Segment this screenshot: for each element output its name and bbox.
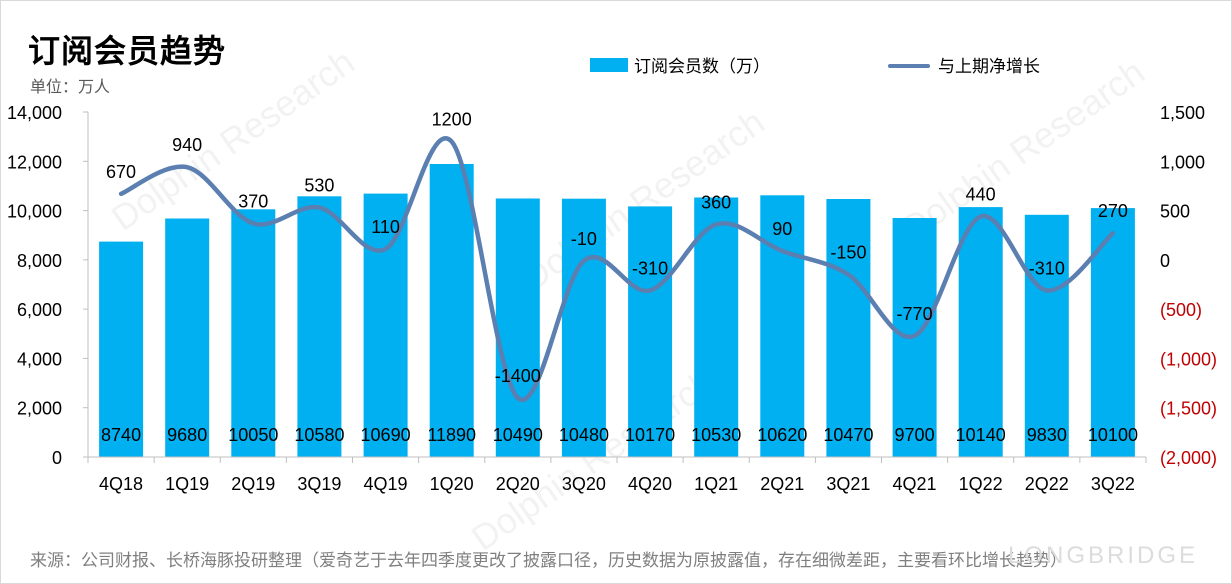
unit-label: 单位：万人 xyxy=(30,77,111,96)
watermark-logo: LONGBRIDGE xyxy=(1008,542,1199,569)
y-left-tick-label: 2,000 xyxy=(17,399,62,419)
net-value-label-2Q20: -1400 xyxy=(495,366,541,386)
bar-4Q20 xyxy=(628,206,673,457)
x-tick-label-2Q22: 2Q22 xyxy=(1025,474,1069,494)
net-value-label-1Q19: 940 xyxy=(172,135,202,155)
bar-1Q20 xyxy=(429,164,474,457)
y-left-tick-label: 8,000 xyxy=(17,251,62,271)
legend-label-subscribers: 订阅会员数（万） xyxy=(634,57,770,77)
x-tick-label-4Q18: 4Q18 xyxy=(99,474,143,494)
bar-value-label-1Q21: 10530 xyxy=(691,425,741,445)
net-value-label-4Q20: -310 xyxy=(632,258,668,278)
net-value-label-3Q22: 270 xyxy=(1098,201,1128,221)
x-tick-label-2Q19: 2Q19 xyxy=(231,474,275,494)
bar-1Q19 xyxy=(165,218,210,457)
bar-4Q19 xyxy=(363,193,408,457)
y-left-tick-label: 0 xyxy=(52,448,62,468)
bar-value-label-2Q22: 9830 xyxy=(1027,425,1067,445)
bar-3Q21 xyxy=(826,199,871,457)
bar-value-label-2Q21: 10620 xyxy=(757,425,807,445)
x-tick-label-1Q21: 1Q21 xyxy=(694,474,738,494)
bar-3Q22 xyxy=(1090,208,1135,457)
x-tick-label-1Q19: 1Q19 xyxy=(165,474,209,494)
bar-value-label-1Q22: 10140 xyxy=(956,425,1006,445)
bar-value-label-2Q20: 10490 xyxy=(493,425,543,445)
bar-2Q22 xyxy=(1024,214,1069,457)
y-left-tick-label: 10,000 xyxy=(7,202,62,222)
net-value-label-3Q21: -150 xyxy=(830,243,866,263)
chart-title: 订阅会员趋势 xyxy=(28,32,227,70)
x-tick-label-3Q21: 3Q21 xyxy=(826,474,870,494)
y-left-tick-label: 6,000 xyxy=(17,300,62,320)
net-value-label-1Q20: 1200 xyxy=(432,110,472,130)
bars-layer xyxy=(99,164,1135,458)
y-left-tick-label: 12,000 xyxy=(7,152,62,172)
net-growth-line xyxy=(118,136,1116,403)
bar-1Q22 xyxy=(958,207,1003,457)
bar-value-label-1Q20: 11890 xyxy=(427,425,476,445)
y-right-tick-label: (2,000) xyxy=(1160,448,1217,468)
net-value-label-2Q22: -310 xyxy=(1029,258,1065,278)
y-right-tick-label: 500 xyxy=(1160,202,1190,222)
bar-value-label-4Q18: 8740 xyxy=(101,425,141,445)
legend-line-swatch xyxy=(888,64,930,68)
x-tick-label-4Q21: 4Q21 xyxy=(893,474,937,494)
x-tick-label-1Q22: 1Q22 xyxy=(959,474,1003,494)
net-value-label-4Q21: -770 xyxy=(897,304,933,324)
bar-value-label-3Q21: 10470 xyxy=(823,425,873,445)
x-tick-label-3Q19: 3Q19 xyxy=(297,474,341,494)
y-right-tick-label: (500) xyxy=(1160,300,1202,320)
x-tick-label-3Q20: 3Q20 xyxy=(562,474,606,494)
net-value-label-2Q19: 370 xyxy=(238,191,268,211)
bar-1Q21 xyxy=(694,197,739,457)
bar-value-label-4Q21: 9700 xyxy=(895,425,935,445)
bar-2Q21 xyxy=(760,195,805,458)
bar-4Q18 xyxy=(99,241,144,457)
y-right-tick-label: (1,500) xyxy=(1160,399,1217,419)
net-value-label-3Q19: 530 xyxy=(304,176,334,196)
y-left-tick-label: 4,000 xyxy=(17,349,62,369)
x-tick-label-4Q19: 4Q19 xyxy=(364,474,408,494)
legend-label-net-growth: 与上期净增长 xyxy=(938,57,1040,77)
source-note: 来源：公司财报、长桥海豚投研整理（爱奇艺于去年四季度更改了披露口径，历史数据为原… xyxy=(30,551,1067,571)
x-tick-label-3Q22: 3Q22 xyxy=(1091,474,1135,494)
bar-3Q19 xyxy=(297,196,342,458)
bar-value-label-4Q20: 10170 xyxy=(625,425,675,445)
net-value-label-4Q18: 670 xyxy=(106,162,136,182)
line-layer xyxy=(118,136,1116,403)
bar-value-label-3Q20: 10480 xyxy=(559,425,609,445)
axes-layer: 0 2,000 4,000 6,000 8,000 10,000 12,000 14,000 (… xyxy=(7,103,1217,494)
bar-value-label-4Q19: 10690 xyxy=(361,425,411,445)
bar-2Q19 xyxy=(231,209,276,457)
x-tick-label-2Q21: 2Q21 xyxy=(760,474,804,494)
net-value-label-1Q21: 360 xyxy=(701,192,731,212)
net-value-label-3Q20: -10 xyxy=(571,229,597,249)
y-left-tick-label: 14,000 xyxy=(7,103,62,123)
bar-value-label-1Q19: 9680 xyxy=(167,425,207,445)
legend-bar-swatch xyxy=(590,58,628,72)
bar-value-label-2Q19: 10050 xyxy=(228,425,278,445)
x-tick-label-2Q20: 2Q20 xyxy=(496,474,540,494)
y-right-tick-label: 1,500 xyxy=(1160,103,1205,123)
y-right-tick-label: (1,000) xyxy=(1160,349,1217,369)
net-value-label-1Q22: 440 xyxy=(966,185,996,205)
labels-layer: 8740 9680 10050 10580 10690 11890 10490 10480 10… xyxy=(101,110,1138,445)
bar-3Q20 xyxy=(561,198,606,457)
y-right-tick-label: 0 xyxy=(1160,251,1170,271)
x-tick-label-1Q20: 1Q20 xyxy=(430,474,474,494)
y-right-tick-label: 1,000 xyxy=(1160,152,1205,172)
bar-value-label-3Q22: 10100 xyxy=(1088,425,1138,445)
bar-2Q20 xyxy=(495,198,540,457)
x-tick-label-4Q20: 4Q20 xyxy=(628,474,672,494)
bar-value-label-3Q19: 10580 xyxy=(294,425,344,445)
net-value-label-2Q21: 90 xyxy=(772,219,792,239)
net-value-label-4Q19: 110 xyxy=(371,217,400,237)
